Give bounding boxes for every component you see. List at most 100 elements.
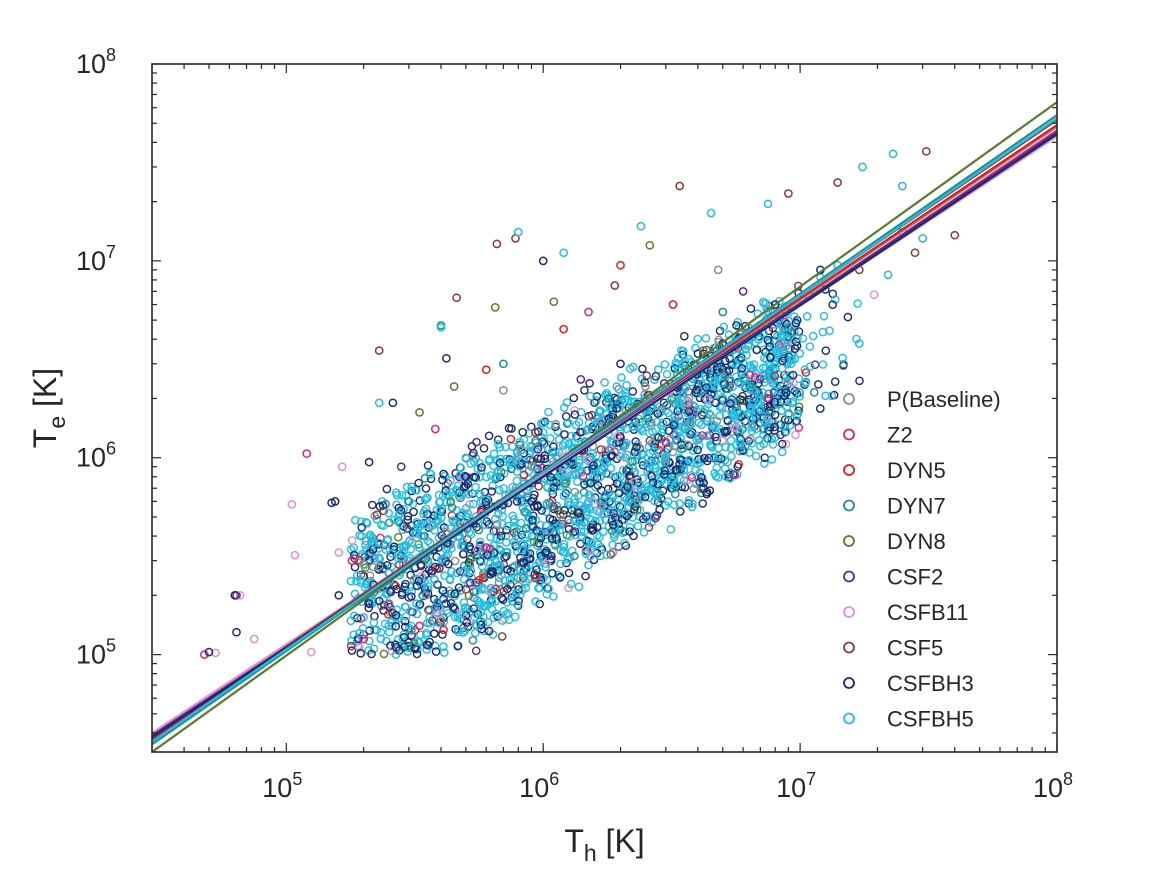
cloud-point [438,475,447,485]
cloud-point [695,477,704,487]
cloud-point [612,479,622,488]
cloud-point [766,353,775,363]
cloud-point [542,559,551,569]
cloud-point [514,533,524,543]
cloud-point [491,473,500,483]
data-point [347,556,357,566]
cloud-point [609,492,618,501]
cloud-point [570,410,580,419]
cloud-point [570,438,579,448]
cloud-point [494,573,504,583]
cloud-point [636,493,645,503]
tick-label: 107 [776,769,816,803]
data-point [706,208,716,218]
legend-marker [843,677,855,689]
cloud-point [391,643,401,652]
cloud-point [571,530,580,540]
cloud-point [466,530,476,539]
cloud-point [685,419,695,429]
data-point [388,398,398,408]
cloud-point [791,318,801,328]
cloud-point [376,628,386,637]
legend-marker [843,641,855,654]
cloud-point [577,520,586,530]
cloud-point [532,565,541,575]
data-point [661,453,671,463]
cloud-point [383,610,393,619]
cloud-point [383,535,393,544]
cloud-point [650,460,660,470]
cloud-point [439,625,448,635]
cloud-point [723,384,733,394]
cloud-point [704,409,714,418]
cloud-point [464,489,473,499]
cloud-point [469,499,478,509]
data-point [433,610,443,619]
cloud-point [374,538,384,548]
data-point [549,297,559,307]
cloud-point [705,396,715,406]
cloud-point [680,331,689,341]
cloud-point [535,572,545,582]
cloud-point [642,410,652,420]
cloud-point [352,576,361,586]
cloud-point [480,585,490,594]
cloud-point [350,515,360,525]
cloud-point [506,434,516,444]
cloud-point [523,539,533,549]
cloud-point [586,505,595,514]
cloud-point [388,621,397,631]
cloud-point [655,402,665,411]
data-point [364,457,374,467]
cloud-point [391,581,400,591]
cloud-point [446,497,456,506]
cloud-point [531,597,541,606]
cloud-point [396,553,406,562]
data-point [675,181,685,191]
data-point [616,472,625,482]
cloud-point [421,484,431,493]
data-point [698,346,708,355]
data-point [249,634,259,644]
cloud-point [486,559,495,568]
cloud-point [551,422,560,432]
cloud-point [460,603,470,612]
cloud-point [391,488,401,497]
cloud-point [379,649,389,659]
cloud-point [612,382,622,391]
cloud-point [827,391,837,401]
cloud-point [630,447,640,457]
cloud-point [576,427,585,437]
cloud-point [716,366,726,375]
cloud-point [721,472,731,481]
cloud-point [595,551,605,561]
cloud-point [737,425,747,434]
cloud-point [565,531,574,541]
cloud-point [600,509,609,519]
cloud-point [786,359,796,369]
cloud-point [485,454,494,464]
cloud-point [606,550,616,559]
cloud-point [555,471,565,481]
data-point [334,548,344,557]
cloud-point [403,515,413,525]
cloud-point [727,451,736,461]
cloud-point [675,459,684,469]
cloud-point [376,634,386,644]
cloud-point [566,579,576,589]
cloud-point [709,452,718,462]
cloud-point [471,646,481,656]
cloud-point [391,622,401,631]
cloud-point [570,551,579,561]
cloud-point [346,576,356,586]
cloud-point [415,600,425,609]
data-point [641,382,650,391]
cloud-point [726,436,736,445]
cloud-point [754,371,764,380]
axis-labels: Th [K] Te [K] [27,368,645,866]
data-point [584,307,593,317]
cloud-point [501,552,511,561]
cloud-point [786,382,795,392]
cloud-point [455,470,465,480]
cloud-point [440,571,449,580]
